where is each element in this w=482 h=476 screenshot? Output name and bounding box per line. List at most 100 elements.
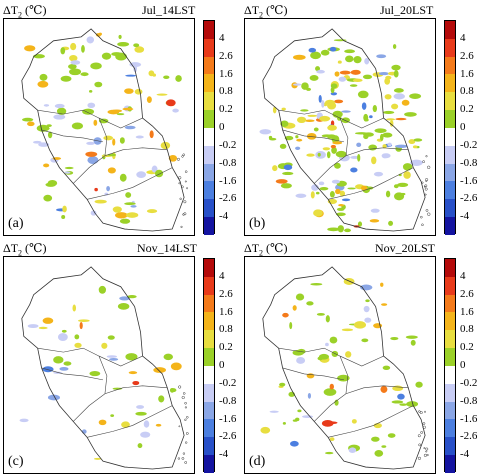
- colorbar-segment: [204, 419, 214, 438]
- province-border: [278, 109, 384, 129]
- island-outline: [178, 385, 182, 389]
- panel-d-map-svg: [260, 266, 429, 470]
- temperature-anomaly-patch: [130, 205, 137, 208]
- temperature-anomaly-patch: [384, 94, 392, 100]
- temperature-anomaly-patch: [361, 338, 369, 343]
- colorbar-tick-label: 0.8: [219, 323, 233, 336]
- temperature-anomaly-patch: [292, 54, 306, 60]
- temperature-anomaly-patch: [78, 319, 90, 322]
- temperature-anomaly-patch: [151, 165, 158, 173]
- temperature-anomaly-patch: [38, 142, 50, 147]
- temperature-anomaly-patch: [71, 122, 84, 130]
- temperature-anomaly-patch: [124, 202, 136, 206]
- colorbar-tick-label: 0: [219, 359, 225, 371]
- temperature-anomaly-patch: [316, 312, 325, 316]
- temperature-anomaly-patch: [341, 198, 351, 202]
- colorbar-tick-label: -0.8: [219, 156, 237, 169]
- temperature-anomaly-patch: [369, 115, 373, 119]
- temperature-anomaly-patch: [331, 146, 337, 154]
- temperature-anomaly-patch: [319, 115, 331, 122]
- temperature-anomaly-patch: [336, 207, 345, 211]
- colorbar-segment: [204, 259, 214, 277]
- temperature-anomaly-patch: [69, 68, 82, 76]
- temperature-anomaly-patch: [307, 392, 312, 399]
- temperature-anomaly-patch: [163, 75, 170, 80]
- colorbar-tick-label: -1.6: [460, 412, 478, 425]
- colorbar-segment: [445, 74, 455, 93]
- temperature-anomaly-patch: [380, 385, 388, 393]
- colorbar-tick-label: -1.6: [219, 174, 237, 187]
- temperature-anomaly-patch: [361, 102, 367, 110]
- temperature-anomaly-patch: [382, 144, 387, 149]
- temperature-anomaly-patch: [43, 104, 50, 107]
- colorbar-segment: [445, 294, 455, 313]
- temperature-anomaly-patch: [387, 142, 392, 147]
- temperature-anomaly-patch: [405, 335, 418, 339]
- colorbar-segment: [445, 217, 455, 235]
- temperature-anomaly-patch: [143, 420, 150, 428]
- temperature-anomaly-patch: [320, 49, 330, 56]
- temperature-anomaly-patch: [132, 380, 140, 386]
- panel-c-label: (c): [8, 454, 24, 469]
- panel-b-map-svg: [259, 28, 431, 233]
- temperature-anomaly-patch: [391, 400, 404, 404]
- colorbar-tick-label: -4: [460, 448, 470, 461]
- temperature-anomaly-patch: [282, 171, 294, 176]
- temperature-anomaly-patch: [310, 51, 321, 60]
- temperature-anomaly-patch: [98, 419, 107, 426]
- panel-a-colorbar: [203, 20, 215, 235]
- temperature-anomaly-patch: [109, 357, 119, 361]
- panel-a-label: (a): [8, 216, 24, 231]
- colorbar-segment: [445, 145, 455, 164]
- temperature-anomaly-patch: [308, 47, 317, 53]
- island-outline: [180, 225, 183, 228]
- island-outline: [178, 182, 181, 185]
- colorbar-segment: [445, 181, 455, 200]
- temperature-anomaly-patch: [42, 317, 54, 324]
- temperature-anomaly-patch: [125, 192, 132, 198]
- colorbar-segment: [204, 92, 214, 111]
- temperature-anomaly-patch: [259, 129, 272, 135]
- colorbar-tick-label: -1.6: [460, 174, 478, 187]
- temperature-anomaly-patch: [399, 403, 408, 406]
- temperature-anomaly-patch: [119, 218, 131, 224]
- colorbar-tick-label: 0.2: [219, 103, 233, 116]
- temperature-anomaly-patch: [353, 55, 362, 64]
- temperature-anomaly-patch: [341, 110, 351, 113]
- temperature-anomaly-patch: [380, 282, 384, 287]
- temperature-anomaly-patch: [27, 121, 35, 127]
- colorbar-segment: [204, 110, 214, 128]
- temperature-anomaly-patch: [331, 179, 340, 184]
- colorbar-segment: [445, 348, 455, 366]
- island-outline: [184, 461, 188, 464]
- temperature-anomaly-patch: [134, 88, 143, 95]
- province-border: [314, 147, 409, 184]
- temperature-anomaly-patch: [404, 112, 417, 117]
- panel-a-time: Jul_14LST: [142, 3, 196, 17]
- temperature-anomaly-patch: [347, 187, 356, 190]
- temperature-anomaly-patch: [95, 33, 102, 37]
- island-outline: [177, 157, 180, 161]
- temperature-anomaly-patch: [38, 326, 48, 330]
- temperature-anomaly-patch: [334, 99, 344, 104]
- temperature-anomaly-patch: [329, 383, 334, 390]
- temperature-anomaly-patch: [118, 34, 122, 40]
- temperature-anomaly-patch: [329, 437, 335, 441]
- temperature-anomaly-patch: [341, 328, 354, 332]
- temperature-anomaly-patch: [168, 154, 178, 162]
- temperature-anomaly-patch: [269, 137, 277, 141]
- temperature-anomaly-patch: [374, 450, 384, 457]
- colorbar-tick-label: 1.6: [219, 305, 233, 318]
- temperature-anomaly-patch: [385, 75, 392, 80]
- temperature-anomaly-patch: [59, 366, 69, 371]
- island-outline: [182, 452, 186, 455]
- colorbar-segment: [204, 217, 214, 235]
- panel-a-map: (a): [3, 18, 195, 236]
- colorbar-segment: [204, 276, 214, 295]
- colorbar-segment: [204, 401, 214, 420]
- panel-b-map: (b): [244, 18, 436, 236]
- temperature-anomaly-patch: [74, 334, 80, 340]
- temperature-anomaly-patch: [363, 305, 370, 313]
- region-outline: [21, 28, 185, 232]
- temperature-anomaly-patch: [300, 109, 309, 112]
